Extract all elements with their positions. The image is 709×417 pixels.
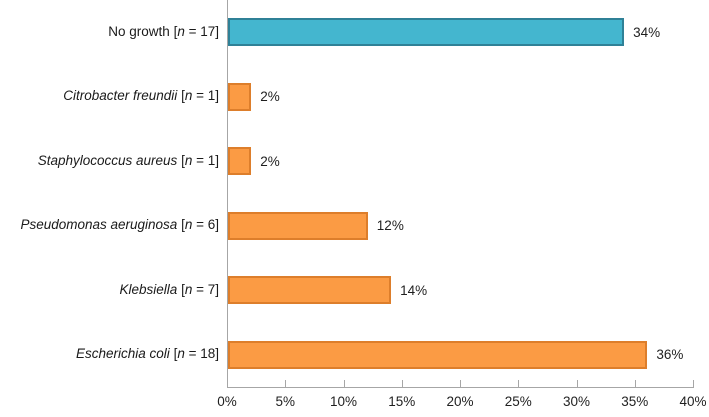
bar [228,82,252,111]
x-axis-tick-label: 35% [621,394,649,409]
bar-track: 34% [228,18,694,47]
category-n-count: [n = 1] [177,88,219,104]
x-axis-tick-label: 10% [329,394,358,409]
bar-track: 2% [228,147,694,176]
x-axis-line [227,387,694,388]
bar [228,211,368,240]
x-axis-tick-label: 20% [446,394,474,409]
x-axis-tick-label: 25% [504,394,532,409]
x-axis-tick [693,380,694,387]
category-name: No growth [108,23,170,39]
category-n-count: [n = 18] [169,346,219,362]
x-axis-tick [576,380,578,387]
category-label: Staphylococcus aureus [n = 1] [0,153,228,170]
x-axis-tick [401,380,403,387]
y-axis-line [227,0,228,388]
category-n-count: [n = 1] [177,152,219,168]
bar-row: Pseudomonas aeruginosa [n = 6] 12% [0,194,709,259]
bar-row: Staphylococcus aureus [n = 1] 2% [0,129,709,194]
x-axis-tick-label: 0% [217,394,237,409]
category-label: Citrobacter freundii [n = 1] [0,88,228,105]
x-axis-tick [285,380,287,387]
category-name: Staphylococcus aureus [37,152,178,168]
category-label: Pseudomonas aeruginosa [n = 6] [0,217,228,234]
x-axis-tick [634,380,636,387]
bar [228,147,252,176]
x-axis-tick-label: 30% [562,394,591,409]
bar-track: 2% [228,82,694,111]
category-name: Pseudomonas aeruginosa [20,217,178,233]
data-label: 14% [400,282,428,298]
bar-rows: No growth [n = 17] 34% Citrobacter freundi… [0,0,709,388]
x-axis-tick [343,380,345,387]
x-axis-tick-label: 5% [275,394,296,409]
bar [228,276,392,305]
x-axis-tick-label: 15% [388,394,416,409]
category-label: Escherichia coli [n = 18] [0,346,228,363]
category-n-count: [n = 17] [169,23,219,39]
data-label: 34% [633,24,661,40]
x-axis-tick-label: 40% [679,394,707,409]
x-axis-tick [518,380,520,387]
category-name: Citrobacter freundii [63,88,178,104]
category-n-count: [n = 7] [177,281,219,297]
data-label: 12% [376,218,404,234]
category-name: Escherichia coli [76,346,170,362]
bar [228,18,625,47]
bar-row: No growth [n = 17] 34% [0,0,709,65]
bar-row: Citrobacter freundii [n = 1] 2% [0,65,709,130]
x-axis-tick [460,380,461,387]
data-label: 36% [656,347,684,363]
data-label: 2% [260,89,280,105]
bar-row: Escherichia coli [n = 18] 36% [0,323,709,388]
category-name: Klebsiella [119,281,178,297]
bar-row: Klebsiella [n = 7] 14% [0,258,709,323]
bar [228,340,648,369]
category-label: Klebsiella [n = 7] [0,282,228,299]
category-label: No growth [n = 17] [0,24,228,41]
bar-track: 14% [228,276,694,305]
data-label: 2% [260,153,280,169]
bar-track: 12% [228,211,694,240]
category-n-count: [n = 6] [177,217,219,233]
bar-track: 36% [228,340,694,369]
